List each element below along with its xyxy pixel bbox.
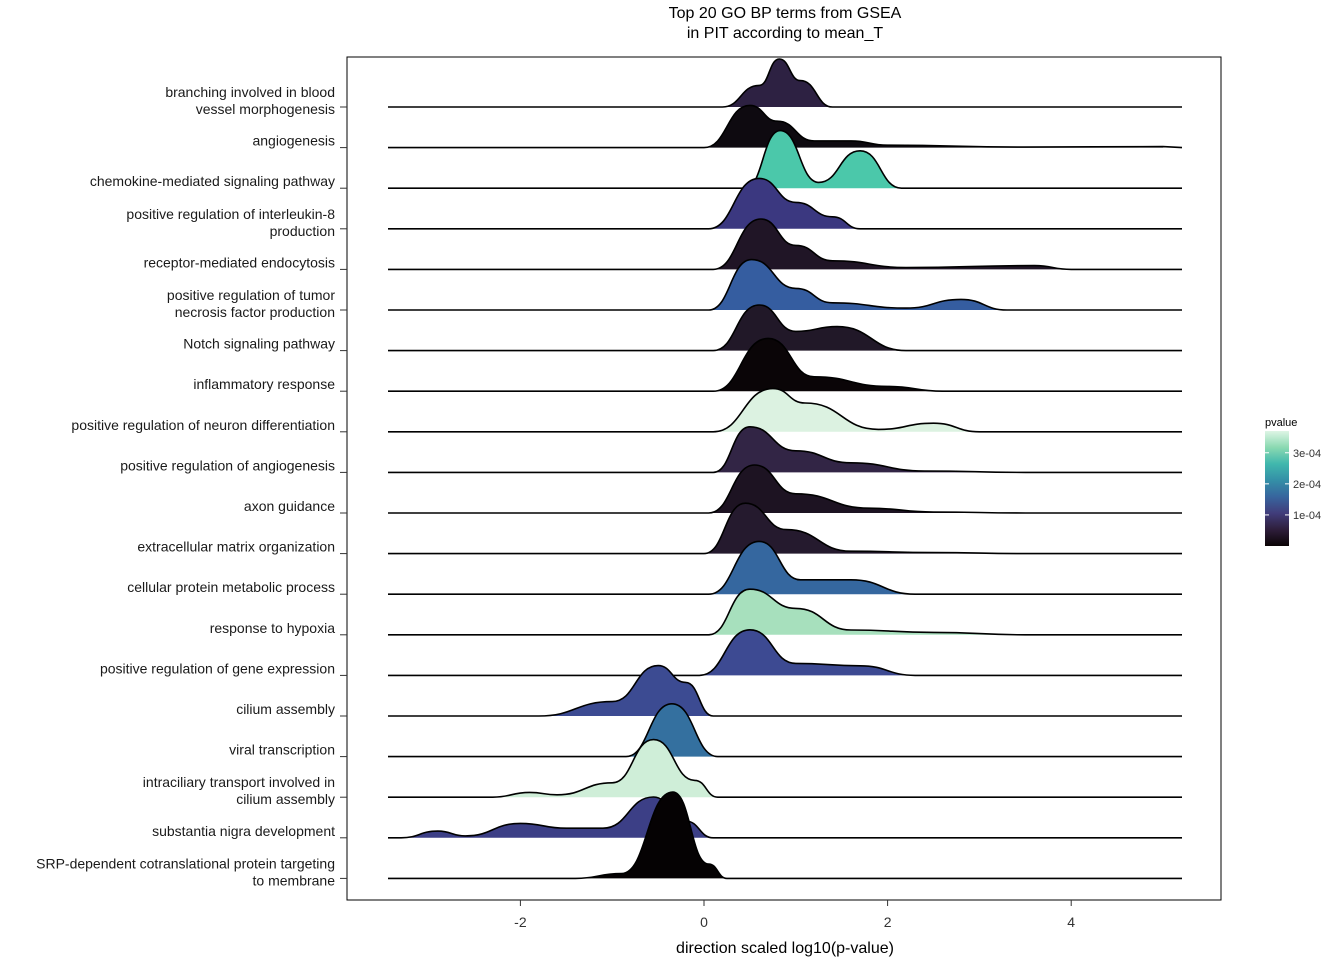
ridge-20: [388, 791, 1182, 880]
ridge-fill: [713, 305, 906, 351]
y-axis-labels: branching involved in blood vessel morpho…: [36, 84, 347, 888]
ridge-outline: [388, 129, 1182, 189]
ridge-outline: [388, 540, 1182, 595]
legend-tick-label: 2e-04: [1293, 479, 1321, 491]
ridge-5: [388, 218, 1182, 271]
ridge-fill: [704, 503, 1026, 554]
legend-tick-label: 3e-04: [1293, 448, 1321, 460]
y-tick-label: positive regulation of gene expression: [100, 660, 335, 676]
ridge-outline: [388, 304, 1182, 352]
ridge-fill: [575, 792, 727, 879]
ridge-fill: [699, 629, 916, 676]
ridge-outline: [388, 791, 1182, 880]
ridge-18: [388, 738, 1182, 798]
y-tick-label: response to hypoxia: [210, 620, 336, 636]
ridge-3: [388, 129, 1182, 189]
ridge-fill: [538, 665, 714, 716]
ridge-fill: [401, 797, 714, 838]
y-tick-label: positive regulation of interleukin-8 prod…: [126, 206, 335, 239]
ridge-17: [388, 702, 1182, 758]
y-tick-label: Notch signaling pathway: [183, 336, 335, 352]
ridge-outline: [388, 702, 1182, 758]
legend-tick-label: 1e-04: [1293, 510, 1321, 522]
y-tick-label: extracellular matrix organization: [137, 539, 335, 555]
ridge-9: [388, 387, 1182, 433]
ridge-fill: [708, 465, 1026, 513]
ridge-19: [388, 796, 1182, 839]
y-tick-label: substantia nigra development: [152, 823, 335, 839]
x-tick-label: 0: [700, 914, 708, 930]
legend-title: pvalue: [1265, 417, 1297, 429]
ridge-13: [388, 540, 1182, 595]
legend-colorbar: [1265, 431, 1289, 546]
y-tick-label: angiogenesis: [252, 133, 335, 149]
ridge-1: [388, 58, 1182, 108]
ridge-fill: [745, 130, 902, 189]
ridge-outline: [388, 664, 1182, 717]
ridge-outline: [388, 104, 1183, 149]
chart-title-line-1: Top 20 GO BP terms from GSEA: [669, 5, 902, 22]
y-tick-label: receptor-mediated endocytosis: [144, 254, 335, 270]
ridge-14: [388, 588, 1182, 636]
ridge-outline: [388, 588, 1182, 636]
ridge-12: [388, 502, 1182, 555]
y-tick-label: axon guidance: [244, 498, 335, 514]
ridge-outline: [388, 337, 1182, 392]
legend: pvalue 1e-04 2e-04 3e-04: [1265, 417, 1321, 546]
y-tick-label: intraciliary transport involved in cilium…: [143, 774, 335, 807]
ridge-outline: [388, 258, 1182, 311]
ridge-fill: [708, 259, 1007, 310]
ridge-7: [388, 304, 1182, 352]
chart-title-line-2: in PIT according to mean_T: [687, 25, 883, 42]
y-tick-label: positive regulation of neuron differenti…: [71, 417, 335, 433]
y-tick-label: cellular protein metabolic process: [127, 579, 335, 595]
panel-border: [346, 56, 1222, 901]
ridge-fill: [708, 178, 861, 229]
ridge-10: [388, 425, 1182, 474]
y-tick-label: positive regulation of angiogenesis: [120, 457, 335, 473]
ridges-group: [388, 58, 1183, 880]
ridge-outline: [388, 177, 1182, 230]
ridge-4: [388, 177, 1182, 230]
x-tick-label: 2: [884, 914, 892, 930]
ridge-8: [388, 337, 1182, 392]
ridge-fill: [708, 589, 1026, 635]
ridge-fill: [713, 219, 1072, 270]
y-tick-label: inflammatory response: [193, 376, 335, 392]
y-tick-label: viral transcription: [229, 742, 335, 758]
y-tick-label: positive regulation of tumor necrosis fac…: [167, 287, 335, 320]
ridge-fill: [492, 739, 718, 798]
ridge-outline: [388, 425, 1182, 474]
ridge-fill: [713, 426, 1026, 473]
ridge-fill: [704, 105, 1163, 148]
ridge-outline: [388, 58, 1182, 108]
ridge-outline: [388, 464, 1182, 514]
y-tick-label: cilium assembly: [236, 701, 335, 717]
ridge-outline: [388, 218, 1182, 271]
ridge-15: [388, 628, 1182, 677]
y-tick-label: chemokine-mediated signaling pathway: [90, 173, 335, 189]
y-tick-label: branching involved in blood vessel morpho…: [165, 84, 335, 117]
ridge-outline: [388, 387, 1182, 433]
x-axis: -2 0 2 4: [514, 900, 1075, 930]
ridge-outline: [388, 502, 1182, 555]
ridge-11: [388, 464, 1182, 514]
x-axis-title: direction scaled log10(p-value): [676, 940, 894, 957]
ridge-fill: [713, 338, 943, 392]
ridge-2: [388, 104, 1183, 149]
ridge-6: [388, 258, 1182, 311]
ridge-outline: [388, 628, 1182, 677]
ridge-fill: [713, 388, 980, 432]
y-tick-label: SRP-dependent cotranslational protein ta…: [36, 855, 335, 888]
ridge-fill: [722, 59, 833, 107]
x-tick-label: 4: [1067, 914, 1075, 930]
ridge-outline: [388, 738, 1182, 798]
x-tick-label: -2: [514, 914, 527, 930]
